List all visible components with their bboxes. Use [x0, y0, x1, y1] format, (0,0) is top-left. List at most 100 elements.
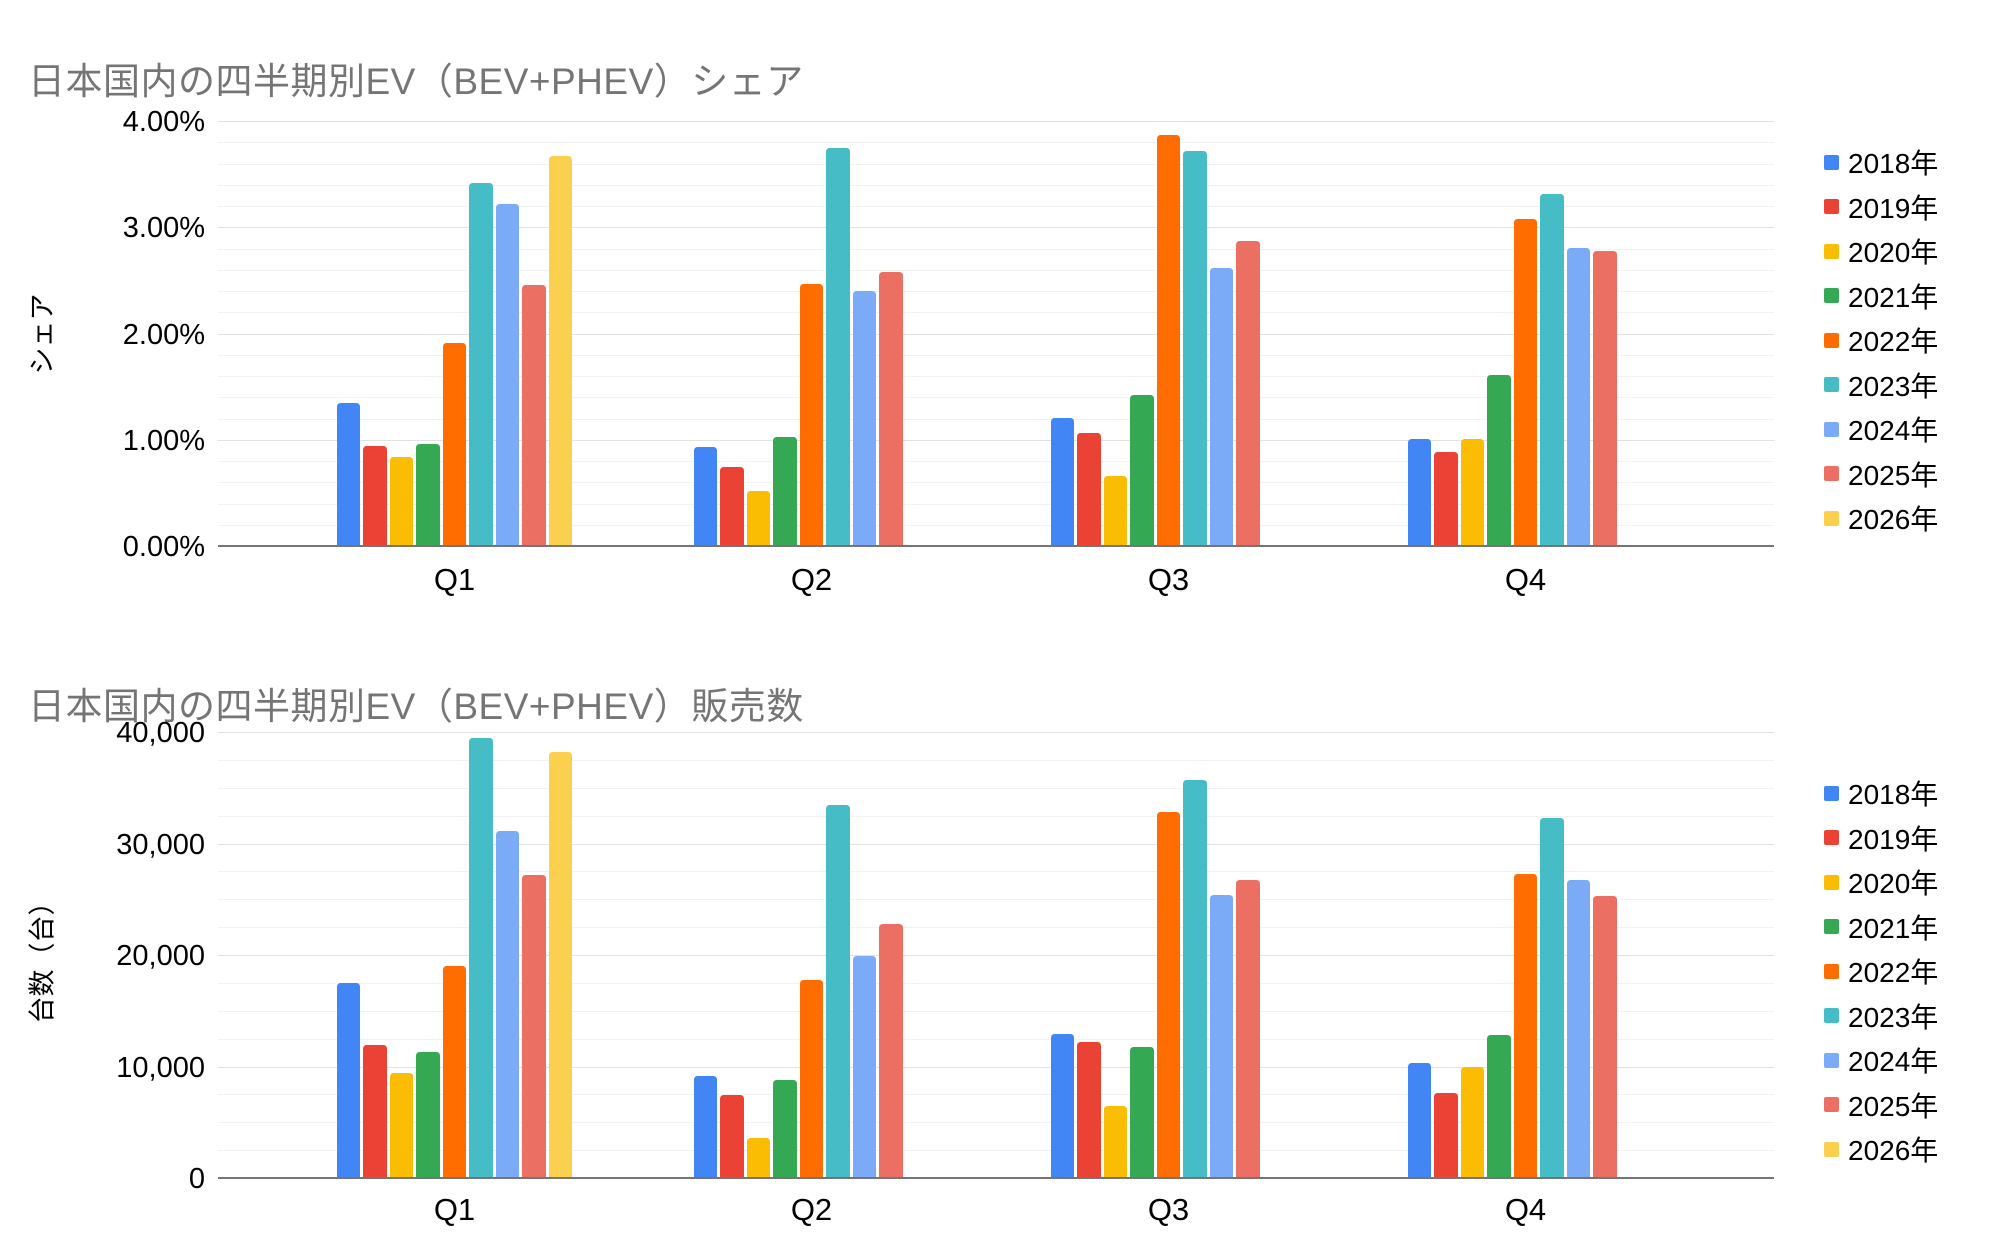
y-tick-label: 3.00% [122, 212, 205, 245]
minor-gridline [218, 787, 1774, 789]
bar-2018年-Q2 [693, 447, 718, 545]
minor-gridline [218, 759, 1774, 761]
major-gridline [218, 439, 1774, 441]
legend-swatch-icon [1824, 1097, 1839, 1112]
y-tick-label: 40,000 [116, 717, 205, 749]
minor-gridline [218, 291, 1774, 292]
legend-item-2023年: 2023年 [1824, 999, 1938, 1033]
legend-swatch-icon [1824, 1141, 1839, 1157]
legend-swatch-icon [1824, 199, 1839, 214]
legend-item-2018年: 2018年 [1824, 776, 1938, 810]
bar-2024年-Q4 [1566, 880, 1591, 1177]
minor-gridline [218, 269, 1774, 271]
y-tick-label: 4.00% [122, 106, 205, 138]
minor-gridline [218, 482, 1774, 484]
minor-gridline [218, 927, 1774, 929]
bar-2023年-Q2 [826, 147, 850, 545]
bar-2019年-Q4 [1434, 1093, 1458, 1177]
major-gridline [218, 955, 1774, 956]
x-category-label: Q4 [1504, 562, 1547, 597]
bar-2018年-Q4 [1407, 438, 1432, 545]
x-category-label: Q2 [790, 562, 833, 597]
bar-2022年-Q1 [442, 966, 467, 1177]
legend-item-2025年: 2025年 [1824, 457, 1938, 491]
bar-2023年-Q4 [1540, 817, 1564, 1177]
x-category-label: Q3 [1147, 1192, 1190, 1227]
sales-chart: 日本国内の四半期別EV（BEV+PHEV）販売数 台数（台） 2018年 2019… [0, 630, 2000, 1259]
bar-2025年-Q1 [522, 284, 546, 545]
legend-label: 2023年 [1848, 370, 1939, 402]
minor-gridline [218, 376, 1774, 377]
legend-label: 2025年 [1848, 459, 1939, 491]
bar-2020年-Q3 [1103, 475, 1128, 545]
legend-label: 2019年 [1848, 192, 1939, 224]
bar-2020年-Q4 [1460, 438, 1485, 545]
x-axis-line [218, 545, 1774, 547]
y-tick-label: 0 [188, 1163, 205, 1195]
legend-label: 2023年 [1848, 1001, 1939, 1033]
minor-gridline [218, 461, 1774, 462]
major-gridline [218, 732, 1774, 733]
bar-2025年-Q1 [522, 874, 546, 1177]
x-category-label: Q1 [433, 562, 476, 597]
bar-2023年-Q1 [469, 182, 493, 545]
minor-gridline [218, 142, 1774, 144]
bar-2018年-Q1 [336, 402, 361, 545]
bar-2022年-Q1 [442, 343, 467, 545]
bar-2023年-Q3 [1183, 780, 1207, 1177]
legend-label: 2021年 [1848, 281, 1939, 313]
legend-swatch-icon [1824, 466, 1839, 481]
legend-item-2024年: 2024年 [1824, 1043, 1938, 1077]
legend-label: 2024年 [1848, 415, 1939, 446]
legend-swatch-icon [1824, 154, 1839, 170]
legend-swatch-icon [1824, 510, 1839, 526]
minor-gridline [218, 1038, 1774, 1040]
legend-label: 2025年 [1848, 1090, 1939, 1122]
minor-gridline [218, 418, 1774, 420]
bar-2023年-Q2 [826, 804, 850, 1177]
bar-2025年-Q4 [1593, 250, 1617, 545]
bar-2019年-Q2 [720, 1094, 744, 1177]
x-category-label: Q3 [1147, 562, 1190, 597]
major-gridline [218, 333, 1774, 335]
chart-title: 日本国内の四半期別EV（BEV+PHEV）シェア [28, 60, 804, 102]
bar-2024年-Q4 [1566, 247, 1591, 545]
bar-2026年-Q1 [548, 752, 573, 1177]
minor-gridline [218, 899, 1774, 901]
bar-2020年-Q2 [746, 1137, 771, 1177]
legend-label: 2024年 [1848, 1046, 1939, 1077]
minor-gridline [218, 1094, 1774, 1096]
bar-2021年-Q3 [1130, 1046, 1154, 1177]
legend-label: 2026年 [1848, 1135, 1939, 1166]
bar-2025年-Q3 [1236, 241, 1260, 545]
bar-2018年-Q2 [693, 1075, 718, 1177]
legend-label: 2026年 [1848, 504, 1939, 535]
minor-gridline [218, 312, 1774, 314]
minor-gridline [218, 397, 1774, 399]
minor-gridline [218, 982, 1774, 984]
legend-swatch-icon [1824, 1008, 1839, 1023]
minor-gridline [218, 871, 1774, 873]
minor-gridline [218, 503, 1774, 505]
legend-item-2024年: 2024年 [1824, 412, 1938, 446]
bar-2021年-Q2 [773, 1080, 797, 1177]
bar-2021年-Q3 [1130, 395, 1154, 545]
y-tick-label: 1.00% [122, 424, 205, 457]
bar-2021年-Q4 [1487, 1035, 1511, 1177]
legend-item-2022年: 2022年 [1824, 954, 1938, 988]
legend-item-2026年: 2026年 [1824, 501, 1938, 535]
bar-2019年-Q1 [363, 446, 387, 545]
legend-label: 2020年 [1848, 868, 1939, 899]
bar-2021年-Q4 [1487, 375, 1511, 545]
y-tick-label: 30,000 [116, 828, 205, 861]
legend-label: 2019年 [1848, 823, 1939, 855]
bar-2022年-Q3 [1156, 812, 1181, 1177]
y-tick-label: 10,000 [116, 1051, 205, 1084]
bar-2023年-Q3 [1183, 150, 1207, 545]
x-category-label: Q1 [433, 1192, 476, 1227]
bar-2020年-Q4 [1460, 1066, 1485, 1177]
bar-2025年-Q2 [879, 923, 903, 1177]
legend-item-2022年: 2022年 [1824, 323, 1938, 357]
legend-item-2020年: 2020年 [1824, 234, 1938, 268]
